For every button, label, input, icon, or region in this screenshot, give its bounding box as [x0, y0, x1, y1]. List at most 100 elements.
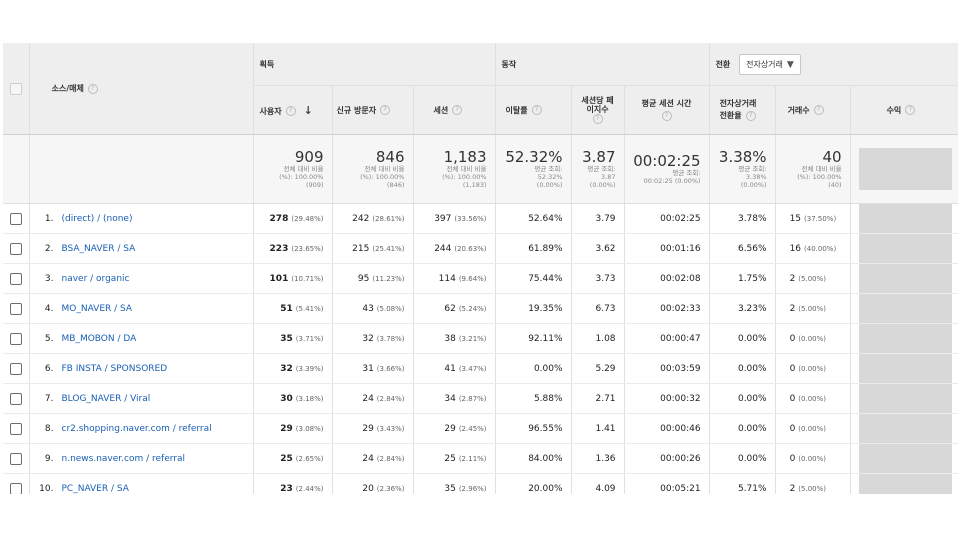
table-row[interactable]: 9. n.news.naver.com / referral 25 (2.65%) 24…: [3, 443, 958, 474]
revenue-hidden-block: [858, 444, 953, 473]
row-rank: 1.: [44, 213, 54, 224]
source-link[interactable]: MO_NAVER / SA: [61, 303, 133, 314]
ecom-rate-column-header[interactable]: 전자상거래 전환율?: [708, 85, 776, 135]
row-checkbox[interactable]: [9, 332, 22, 345]
users-percent: (29.48%): [291, 214, 324, 223]
row-checkbox[interactable]: [9, 392, 22, 405]
source-link[interactable]: FB INSTA / SPONSORED: [61, 363, 168, 374]
source-link[interactable]: BSA_NAVER / SA: [61, 243, 136, 254]
table-row[interactable]: 3. naver / organic 101 (10.71%) 95 (11.23%) 11…: [3, 263, 958, 294]
duration-column-header[interactable]: 평균 세션 시간 ?: [623, 85, 710, 135]
users-value: 51: [280, 303, 293, 314]
pages-column-header[interactable]: 세션당 페 이지수 ?: [570, 85, 625, 135]
bounce-cell: 5.88%: [494, 383, 572, 414]
new-users-cell: 43 (5.08%): [331, 293, 413, 324]
source-link[interactable]: cr2.shopping.naver.com / referral: [61, 423, 212, 434]
table-row[interactable]: 8. cr2.shopping.naver.com / referral 29 (3.…: [3, 413, 958, 444]
new-users-percent: (3.66%): [376, 364, 405, 373]
bounce-value: 92.11%: [528, 333, 563, 344]
new-users-value: 31: [362, 363, 374, 374]
transactions-column-header[interactable]: 거래수?: [774, 85, 851, 135]
select-all-checkbox[interactable]: [9, 82, 22, 95]
source-link[interactable]: (direct) / (none): [61, 213, 133, 224]
sessions-value: 114: [438, 273, 456, 284]
duration-value: 00:00:26: [660, 453, 701, 464]
row-checkbox[interactable]: [9, 452, 22, 465]
bounce-value: 0.00%: [533, 363, 563, 374]
help-icon[interactable]: ?: [531, 105, 542, 115]
source-column-header[interactable]: 소스/매체?: [28, 43, 253, 135]
total-bounce-note2: 52.32%: [537, 173, 563, 181]
sessions-column-header[interactable]: 세션?: [412, 85, 496, 135]
bounce-column-header[interactable]: 이탈률?: [494, 85, 572, 135]
new-users-value: 242: [352, 213, 370, 224]
row-rank: 2.: [44, 243, 54, 254]
group-header-row: 소스/매체? 획득 동작 전환 전자상거래 ▼: [3, 43, 958, 135]
users-percent: (2.44%): [295, 484, 324, 493]
duration-cell: 00:00:32: [623, 383, 710, 414]
source-link[interactable]: n.news.naver.com / referral: [61, 453, 186, 464]
revenue-hidden-block: [858, 354, 953, 383]
conversion-type-dropdown[interactable]: 전자상거래 ▼: [739, 53, 801, 75]
row-rank: 8.: [44, 423, 54, 434]
row-checkbox[interactable]: [9, 302, 22, 315]
row-checkbox[interactable]: [9, 242, 22, 255]
users-cell: 101 (10.71%): [252, 263, 332, 294]
table-row[interactable]: 6. FB INSTA / SPONSORED 32 (3.39%) 31 (3.66%)…: [3, 353, 958, 384]
source-link[interactable]: MB_MOBON / DA: [61, 333, 137, 344]
source-link[interactable]: naver / organic: [61, 273, 130, 284]
row-rank: 4.: [44, 303, 54, 314]
transactions-percent: (5.00%): [798, 274, 826, 283]
help-icon[interactable]: ?: [452, 105, 463, 115]
duration-cell: 00:01:16: [623, 233, 710, 264]
table-row[interactable]: 2. BSA_NAVER / SA 223 (23.65%) 215 (25.41%) 24…: [3, 233, 958, 264]
help-icon[interactable]: ?: [87, 83, 98, 94]
help-icon[interactable]: ?: [380, 105, 391, 115]
help-icon[interactable]: ?: [285, 106, 296, 116]
table-row[interactable]: 10. PC_NAVER / SA 23 (2.44%) 20 (2.36%) 35 (2.9…: [3, 473, 958, 494]
duration-cell: 00:03:59: [623, 353, 710, 384]
row-checkbox[interactable]: [9, 212, 22, 225]
duration-cell: 00:02:08: [623, 263, 710, 294]
row-checkbox[interactable]: [9, 422, 22, 435]
help-icon[interactable]: ?: [661, 110, 672, 121]
sessions-value: 397: [434, 213, 452, 224]
source-cell: 8. cr2.shopping.naver.com / referral: [28, 413, 253, 444]
users-column-header[interactable]: 사용자? ↓: [252, 85, 332, 135]
table-row[interactable]: 1. (direct) / (none) 278 (29.48%) 242 (28.61%…: [3, 203, 958, 234]
new-users-column-header[interactable]: 신규 방문자?: [331, 85, 413, 135]
total-duration-value: 00:02:25: [633, 152, 701, 170]
ecom-rate-cell: 0.00%: [708, 443, 776, 474]
transactions-percent: (0.00%): [798, 334, 826, 343]
pages-cell: 4.09: [570, 473, 625, 494]
table-row[interactable]: 4. MO_NAVER / SA 51 (5.41%) 43 (5.08%) 62 (5.24…: [3, 293, 958, 324]
help-icon[interactable]: ?: [905, 105, 916, 115]
total-new-users-note3: (846): [387, 181, 405, 189]
row-checkbox[interactable]: [9, 362, 22, 375]
table-row[interactable]: 5. MB_MOBON / DA 35 (3.71%) 32 (3.78%) 38 (3.21…: [3, 323, 958, 354]
source-link[interactable]: BLOG_NAVER / Viral: [61, 393, 151, 404]
transactions-cell: 2 (5.00%): [774, 473, 851, 494]
total-transactions: 40 전체 대비 비율 (%): 100.00% (40): [774, 134, 851, 204]
revenue-column-header[interactable]: 수익?: [849, 85, 958, 135]
sessions-value: 35: [444, 483, 456, 494]
chevron-down-icon: ▼: [786, 59, 794, 70]
conversion-group: 전환 전자상거래 ▼: [708, 43, 958, 86]
table-row[interactable]: 7. BLOG_NAVER / Viral 30 (3.18%) 24 (2.84%) 34…: [3, 383, 958, 414]
ecom-rate-value: 0.00%: [737, 423, 767, 434]
row-checkbox[interactable]: [9, 272, 22, 285]
duration-value: 00:00:47: [660, 333, 701, 344]
users-cell: 278 (29.48%): [252, 203, 332, 234]
duration-value: 00:00:46: [660, 423, 701, 434]
row-checkbox-cell: [3, 443, 29, 474]
row-checkbox[interactable]: [9, 482, 22, 494]
help-icon[interactable]: ?: [745, 110, 756, 121]
users-cell: 32 (3.39%): [252, 353, 332, 384]
users-percent: (23.65%): [291, 244, 324, 253]
sort-descending-icon[interactable]: ↓: [303, 103, 313, 117]
help-icon[interactable]: ?: [592, 114, 603, 124]
users-percent: (2.65%): [295, 454, 324, 463]
duration-cell: 00:02:33: [623, 293, 710, 324]
help-icon[interactable]: ?: [813, 105, 824, 115]
source-link[interactable]: PC_NAVER / SA: [61, 483, 129, 494]
